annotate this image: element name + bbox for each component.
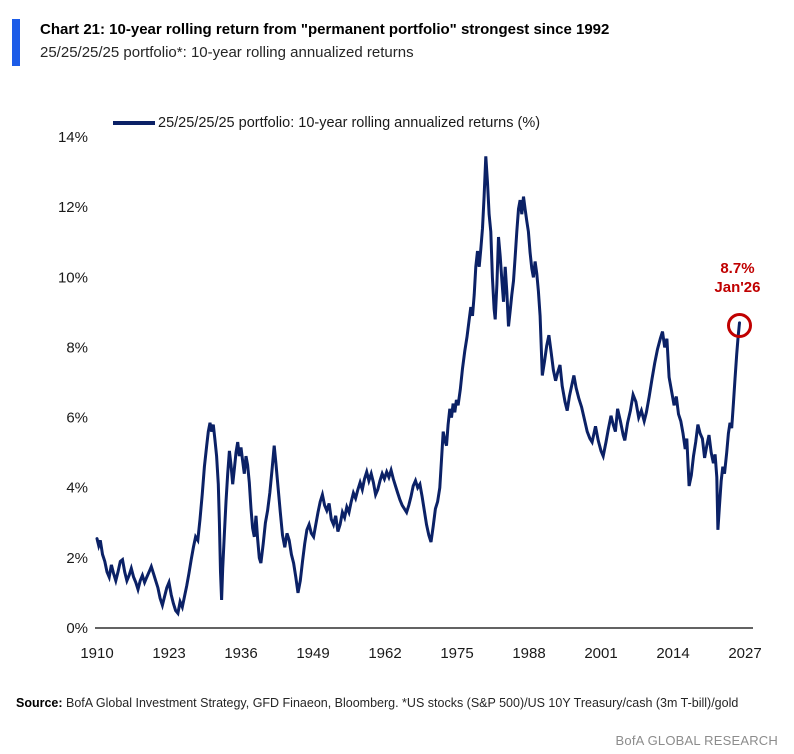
series-line — [95, 156, 741, 617]
chart-header: Chart 21: 10-year rolling return from "p… — [12, 19, 609, 66]
x-tick-label: 2014 — [656, 645, 689, 662]
y-tick-label: 0% — [66, 620, 88, 637]
endpoint-highlight-circle — [726, 313, 752, 339]
source-label: Source: — [16, 696, 63, 710]
chart-subtitle: 25/25/25/25 portfolio*: 10-year rolling … — [40, 43, 414, 61]
x-tick-label: 1923 — [152, 645, 185, 662]
chart-legend: 25/25/25/25 portfolio: 10-year rolling a… — [113, 115, 540, 131]
x-tick-label: 1936 — [224, 645, 257, 662]
brand-mark: BofA GLOBAL RESEARCH — [615, 733, 778, 748]
legend-line-swatch — [113, 121, 155, 125]
chart-plot-area: 0% 2% 4% 6% 8% 10% 12% 14% 1910 1923 1936 1949 1962 1… — [0, 85, 794, 685]
y-tick-label: 4% — [66, 480, 88, 497]
y-tick-label: 14% — [58, 129, 88, 146]
y-tick-label: 2% — [66, 550, 88, 567]
source-note: Source: BofA Global Investment Strategy,… — [16, 694, 780, 712]
x-tick-label: 2027 — [728, 645, 761, 662]
x-tick-label: 1988 — [512, 645, 545, 662]
y-tick-label: 6% — [66, 410, 88, 427]
chart-title: Chart 21: 10-year rolling return from "p… — [40, 21, 610, 38]
last-point-annotation: 8.7% Jan'26 — [667, 259, 794, 297]
y-tick-label: 12% — [58, 199, 88, 216]
x-tick-label: 1949 — [296, 645, 329, 662]
x-tick-label: 2001 — [584, 645, 617, 662]
header-text: Chart 21: 10-year rolling return from "p… — [40, 19, 609, 66]
x-tick-label: 1975 — [440, 645, 473, 662]
annotation-value: 8.7% — [720, 259, 755, 277]
source-text: BofA Global Investment Strategy, GFD Fin… — [62, 696, 739, 710]
y-tick-label: 8% — [66, 339, 88, 356]
annotation-date: Jan'26 — [714, 278, 761, 296]
x-tick-label: 1962 — [368, 645, 401, 662]
y-tick-label: 10% — [58, 269, 88, 286]
accent-bar — [12, 19, 20, 66]
x-tick-label: 1910 — [80, 645, 113, 662]
chart-canvas: 0% 2% 4% 6% 8% 10% 12% 14% 1910 1923 1936 1949 1962 1… — [58, 129, 762, 662]
legend-label: 25/25/25/25 portfolio: 10-year rolling a… — [158, 115, 541, 131]
